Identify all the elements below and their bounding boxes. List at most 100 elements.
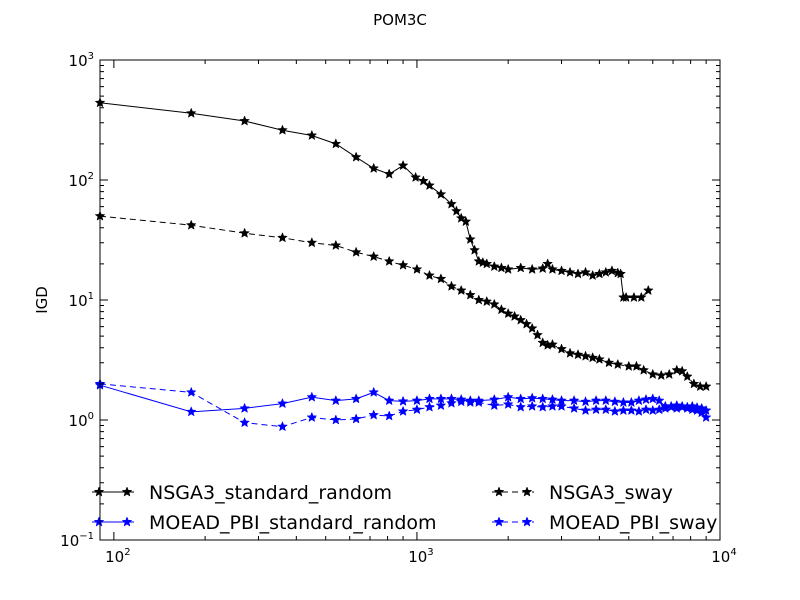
data-point [515, 393, 527, 404]
y-axis-label: IGD [33, 286, 51, 314]
data-point [481, 295, 493, 307]
data-point [464, 289, 476, 300]
data-point [542, 258, 554, 269]
data-point [671, 364, 683, 375]
data-point [691, 404, 703, 416]
data-point [306, 129, 318, 141]
data-point [526, 322, 538, 333]
data-point [185, 107, 197, 118]
data-point [424, 393, 435, 404]
data-point [488, 298, 500, 309]
data-point [481, 258, 493, 269]
legend-marker [493, 486, 505, 497]
data-point [397, 395, 409, 406]
data-point [185, 406, 197, 417]
data-point [277, 397, 288, 409]
data-point [496, 304, 507, 315]
legend-label: MOEAD_PBI_standard_random [149, 512, 437, 534]
data-point [547, 263, 558, 274]
data-point [350, 413, 362, 424]
data-point [564, 266, 576, 277]
data-point [609, 396, 621, 407]
data-point [368, 409, 380, 420]
data-point [330, 394, 342, 406]
data-point [424, 269, 435, 281]
data-point [306, 391, 318, 402]
legend-marker [93, 516, 105, 527]
series-nsga3-sway [94, 210, 712, 392]
data-point [455, 396, 467, 407]
data-point [239, 227, 250, 238]
data-point [368, 162, 380, 173]
data-point [537, 401, 549, 412]
data-point [435, 188, 447, 199]
data-point [633, 405, 645, 416]
legend-marker [121, 486, 133, 497]
data-point [580, 396, 591, 407]
data-point [590, 403, 602, 415]
data-point [330, 414, 342, 425]
data-point [587, 352, 599, 363]
data-point [521, 318, 532, 329]
data-point [665, 401, 677, 412]
data-point [580, 266, 591, 277]
data-point [383, 255, 395, 266]
data-point [455, 284, 467, 296]
legend-marker [521, 486, 533, 497]
data-point [615, 268, 627, 279]
data-point [239, 416, 250, 428]
data-point [696, 407, 708, 418]
data-point [473, 396, 485, 408]
data-point [410, 171, 422, 183]
legend-label: NSGA3_sway [549, 482, 673, 504]
data-point [424, 179, 435, 191]
data-point [647, 393, 659, 404]
data-point [435, 399, 447, 411]
data-point [515, 314, 527, 325]
legend-marker [93, 486, 105, 497]
data-point [640, 403, 652, 415]
data-point [580, 404, 591, 416]
plot-frame [99, 59, 721, 541]
data-point [451, 205, 462, 216]
data-point [464, 233, 476, 244]
data-point [681, 370, 693, 382]
data-point [435, 273, 447, 284]
legend-entry-nsga3-sway: NSGA3_sway [492, 482, 673, 504]
data-point [488, 399, 500, 411]
data-point [277, 232, 288, 243]
data-point [590, 394, 602, 406]
legend-label: NSGA3_standard_random [149, 482, 392, 504]
data-point [603, 357, 615, 368]
data-point [638, 364, 650, 375]
data-point [496, 262, 507, 273]
data-point [515, 262, 527, 273]
data-point [526, 400, 538, 411]
data-point [411, 403, 423, 415]
data-point [411, 394, 423, 406]
data-point [397, 159, 409, 171]
data-point [411, 263, 423, 274]
data-point [469, 244, 481, 255]
data-point [368, 250, 380, 262]
data-point [655, 369, 667, 381]
data-point [239, 115, 250, 126]
data-point [700, 411, 712, 423]
data-point [397, 259, 409, 270]
data-point [383, 168, 395, 179]
data-point [306, 411, 318, 423]
data-point [647, 368, 659, 379]
data-point [663, 368, 675, 379]
legend-marker [121, 516, 133, 527]
data-point [350, 246, 362, 257]
data-point [642, 284, 654, 296]
data-point [580, 350, 591, 361]
data-point [600, 394, 612, 406]
series-nsga3-standard-random [94, 97, 654, 303]
legend-entry-moead-pbi-sway: MOEAD_PBI_sway [492, 512, 717, 534]
data-point [383, 394, 395, 406]
data-point [424, 401, 435, 412]
data-point [446, 198, 457, 209]
data-point [350, 151, 362, 162]
